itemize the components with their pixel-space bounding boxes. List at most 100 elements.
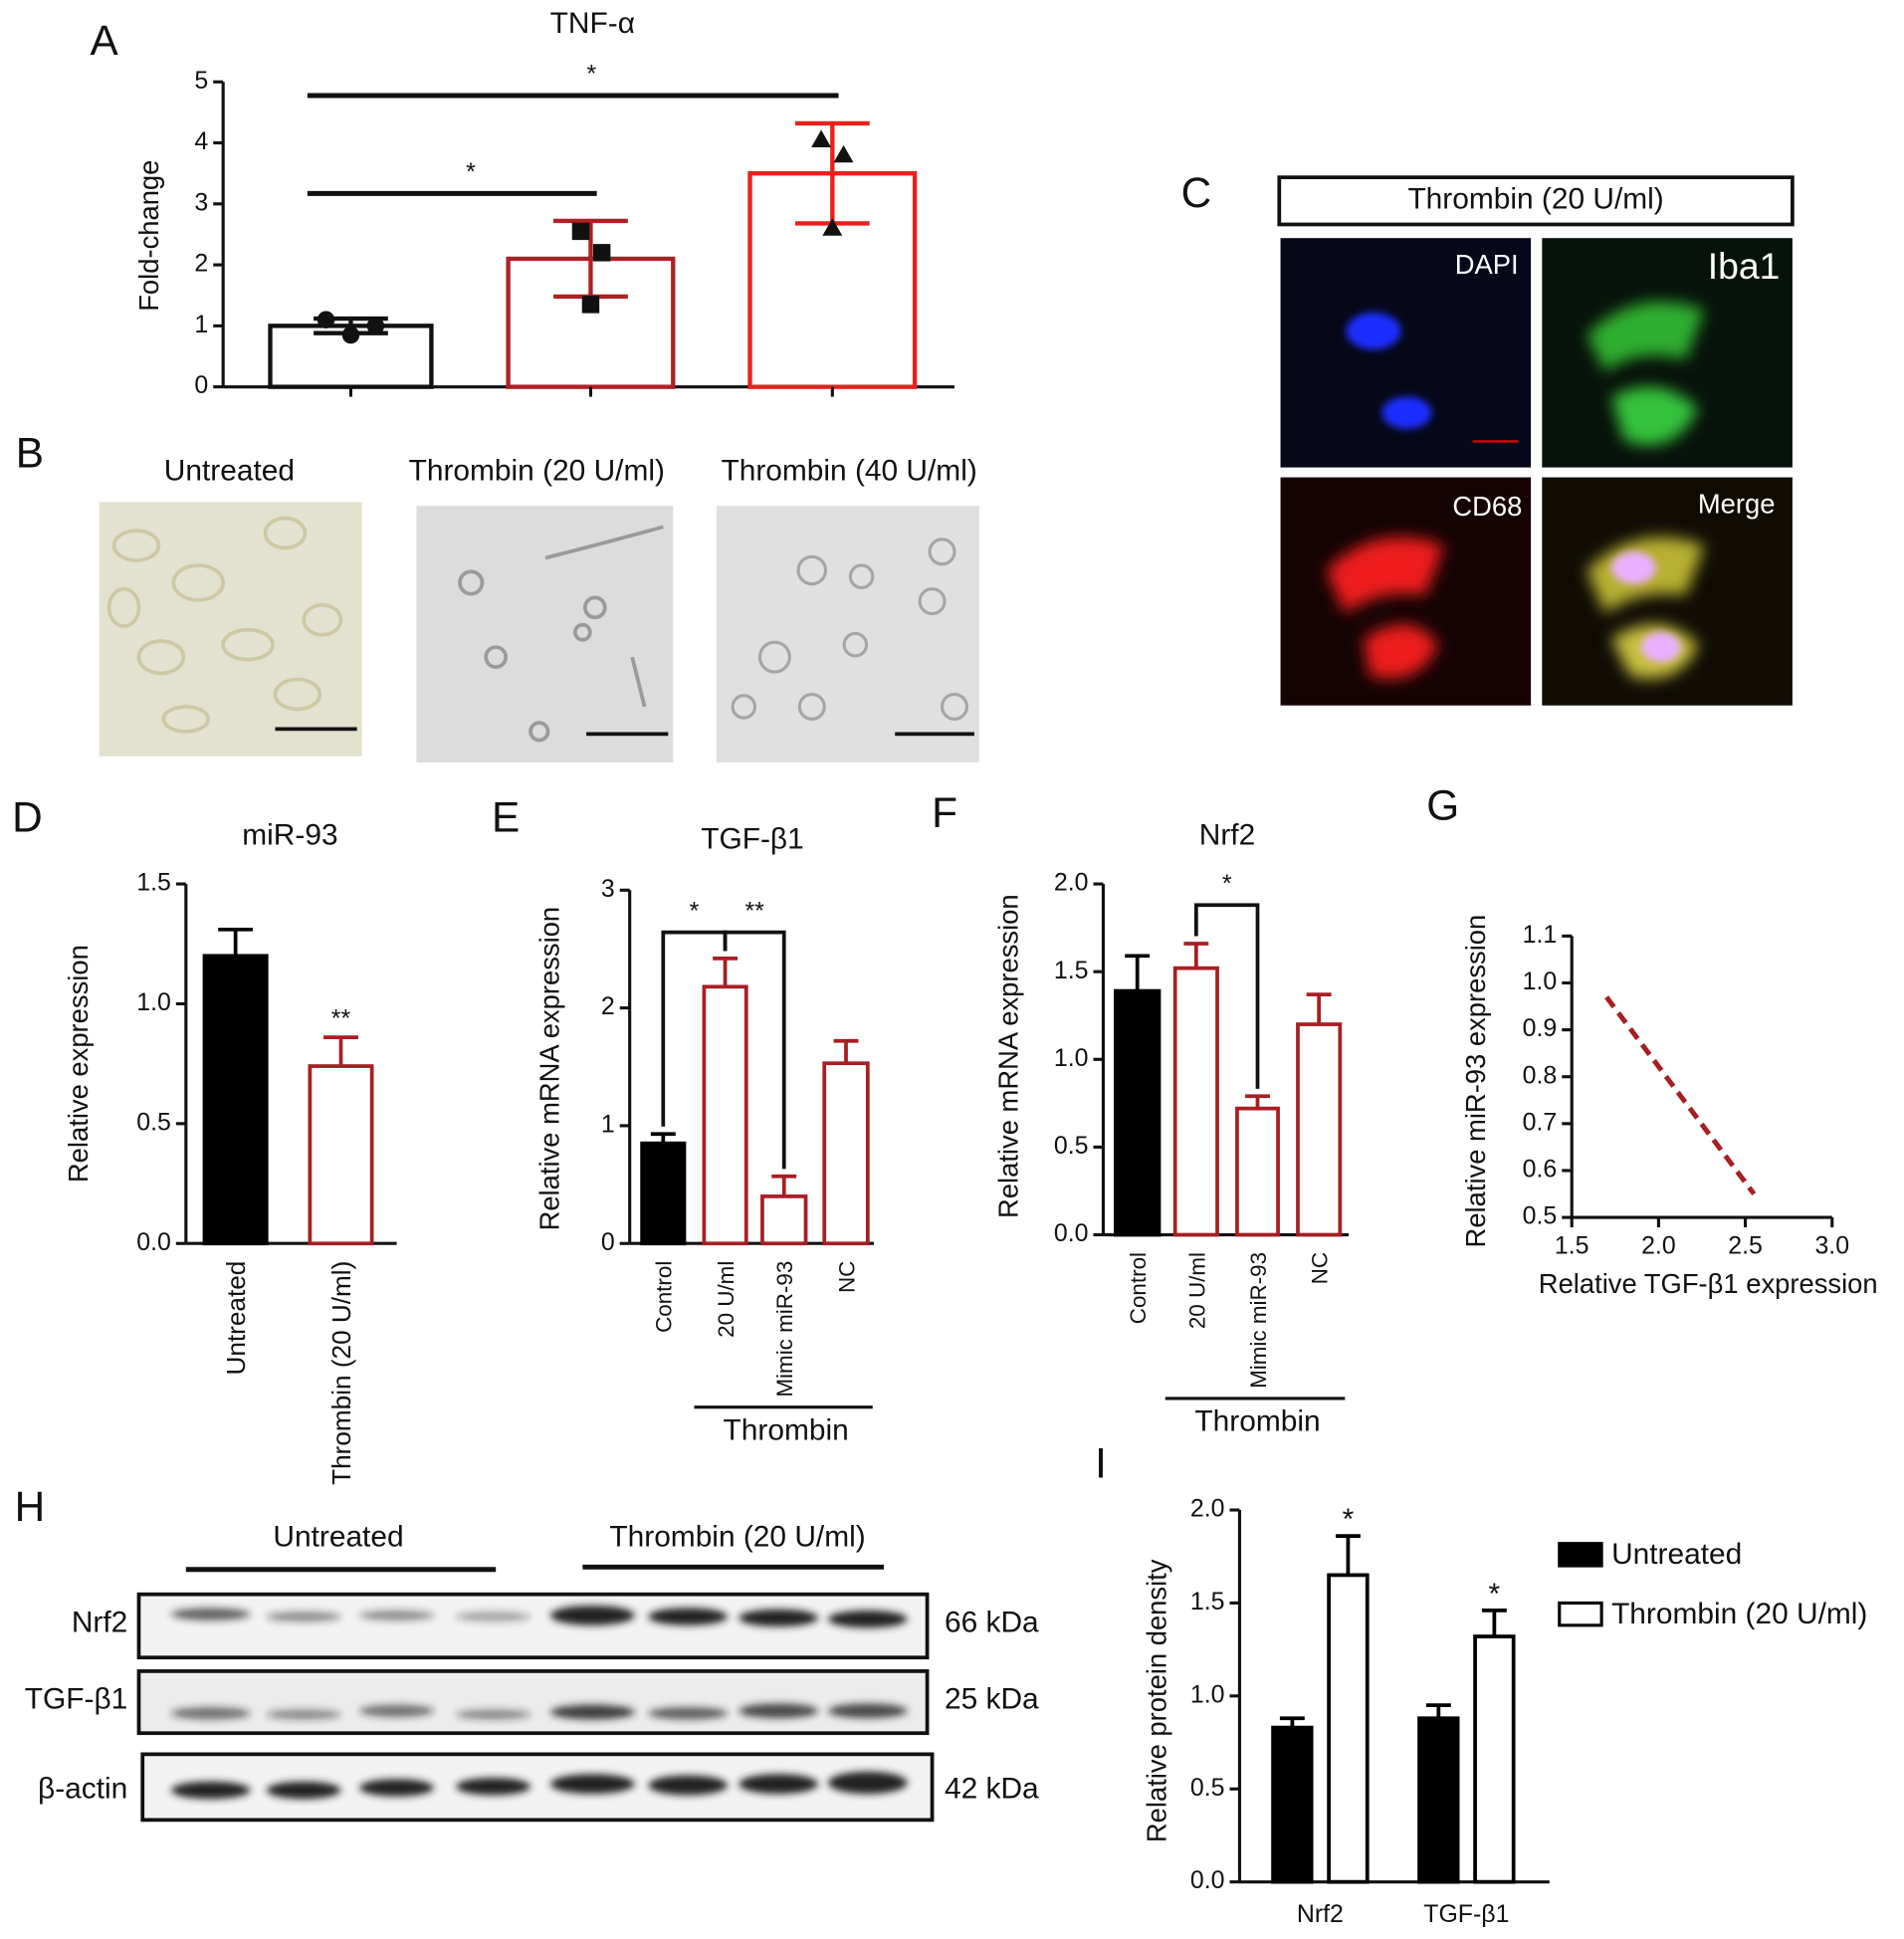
y-tick-label: 0.9 bbox=[1523, 1014, 1558, 1042]
y-tick-label: 0.0 bbox=[1054, 1219, 1089, 1247]
bands bbox=[170, 1605, 908, 1800]
y-tick-label: 0.8 bbox=[1523, 1061, 1558, 1089]
y-tick-label: 2 bbox=[194, 250, 208, 278]
data-point bbox=[833, 144, 854, 163]
significance: * bbox=[587, 61, 597, 89]
panel-letter: C bbox=[1181, 169, 1212, 216]
y-axis-label: Fold-change bbox=[133, 160, 164, 312]
bar bbox=[308, 1064, 374, 1246]
cells bbox=[458, 525, 664, 743]
y-tick-label: 2 bbox=[601, 992, 615, 1020]
y-tick-label: 0 bbox=[194, 371, 208, 399]
bar bbox=[1327, 1573, 1370, 1884]
y-tick-label: 4 bbox=[194, 127, 208, 155]
y-tick-label: 0.7 bbox=[1523, 1108, 1558, 1136]
y-tick-label: 1.0 bbox=[1190, 1680, 1225, 1708]
group-label: Untreated bbox=[273, 1521, 403, 1554]
row-label: Nrf2 bbox=[72, 1606, 127, 1638]
chart-title: TGF-β1 bbox=[701, 822, 803, 855]
significance: * bbox=[690, 897, 700, 925]
data-point bbox=[581, 296, 600, 314]
significance: ** bbox=[744, 897, 764, 925]
image-label: Untreated bbox=[164, 454, 295, 487]
data-point bbox=[366, 317, 385, 335]
channel-label: CD68 bbox=[1452, 491, 1522, 522]
x-tick-label: 20 U/ml bbox=[1184, 1252, 1209, 1329]
y-tick-label: 1 bbox=[194, 311, 208, 338]
western-blot bbox=[136, 1564, 935, 1823]
group-label: Thrombin bbox=[724, 1413, 849, 1446]
micrograph bbox=[716, 506, 979, 763]
group-label: Thrombin bbox=[1194, 1405, 1320, 1438]
panel-letter: A bbox=[91, 17, 119, 64]
bar bbox=[1235, 1106, 1280, 1237]
trend-line bbox=[1604, 995, 1757, 1196]
y-tick-label: 1 bbox=[601, 1111, 615, 1139]
panel-letter: F bbox=[932, 789, 957, 836]
legend-label: Untreated bbox=[1611, 1538, 1742, 1571]
y-tick-label: 0.6 bbox=[1523, 1156, 1558, 1184]
data-point bbox=[592, 244, 611, 262]
chart-title: miR-93 bbox=[242, 819, 337, 852]
y-axis-label: Relative mRNA expression bbox=[533, 907, 564, 1231]
size-label: 66 kDa bbox=[945, 1606, 1039, 1638]
significance-bracket bbox=[1193, 903, 1260, 1089]
x-tick-label: Untreated bbox=[221, 1261, 251, 1376]
y-tick-label: 0 bbox=[601, 1228, 615, 1256]
cells bbox=[106, 516, 343, 734]
y-axis-label: Relative protein density bbox=[1142, 1559, 1172, 1842]
nucleus bbox=[1640, 632, 1681, 663]
chart-title: TNF-α bbox=[550, 7, 635, 40]
significance: * bbox=[1222, 870, 1232, 898]
y-tick-label: 1.5 bbox=[1190, 1588, 1225, 1616]
y-tick-label: 2.0 bbox=[1054, 869, 1089, 897]
nucleus bbox=[1346, 312, 1401, 350]
channel-label: Iba1 bbox=[1708, 245, 1781, 287]
image-label: Thrombin (40 U/ml) bbox=[721, 454, 976, 487]
fluorescence bbox=[1277, 175, 1795, 706]
y-axis-label: Relative expression bbox=[63, 945, 94, 1183]
bar bbox=[760, 1194, 808, 1246]
row-label: TGF-β1 bbox=[25, 1683, 127, 1716]
cell bbox=[1587, 302, 1705, 372]
bar bbox=[1114, 988, 1162, 1237]
chart-title: Nrf2 bbox=[1199, 819, 1255, 852]
bar bbox=[702, 984, 748, 1246]
significance: ** bbox=[331, 1004, 351, 1032]
x-tick-label: 20 U/ml bbox=[714, 1261, 739, 1338]
data-point bbox=[811, 129, 832, 147]
blot-strip bbox=[136, 1669, 930, 1736]
y-tick-label: 5 bbox=[194, 67, 208, 95]
data-point bbox=[822, 218, 843, 236]
blot-strip bbox=[136, 1592, 930, 1660]
x-tick-label: 3.0 bbox=[1814, 1232, 1849, 1260]
panel-letter: B bbox=[16, 430, 44, 477]
x-tick-label: Control bbox=[1126, 1252, 1151, 1324]
x-tick-label: Mimic miR-93 bbox=[1246, 1252, 1271, 1389]
channel-label: DAPI bbox=[1455, 249, 1519, 280]
nucleus bbox=[1381, 396, 1432, 429]
y-tick-label: 0.5 bbox=[136, 1108, 171, 1136]
legend-swatch bbox=[1558, 1601, 1603, 1627]
y-tick-label: 1.5 bbox=[136, 869, 171, 897]
y-tick-label: 3 bbox=[194, 188, 208, 216]
x-tick-label: Thrombin (20 U/ml) bbox=[326, 1261, 356, 1485]
x-tick-label: Control bbox=[652, 1261, 677, 1333]
y-tick-label: 1.5 bbox=[1054, 957, 1089, 984]
bar bbox=[640, 1141, 687, 1246]
y-tick-label: 1.1 bbox=[1523, 921, 1558, 949]
size-label: 25 kDa bbox=[945, 1683, 1039, 1716]
panel-letter: I bbox=[1095, 1440, 1107, 1487]
panel-letter: D bbox=[12, 794, 43, 841]
image-label: Thrombin (20 U/ml) bbox=[409, 454, 665, 487]
bar bbox=[202, 954, 269, 1246]
bar bbox=[822, 1061, 870, 1246]
legend-label: Thrombin (20 U/ml) bbox=[1611, 1598, 1867, 1630]
panel-letter: G bbox=[1426, 781, 1459, 828]
y-tick-label: 0.5 bbox=[1190, 1774, 1225, 1802]
y-tick-label: 0.0 bbox=[136, 1228, 171, 1256]
bar bbox=[1473, 1634, 1516, 1884]
micrograph bbox=[416, 506, 674, 763]
significance: * bbox=[1343, 1503, 1355, 1536]
micrograph bbox=[99, 502, 362, 756]
